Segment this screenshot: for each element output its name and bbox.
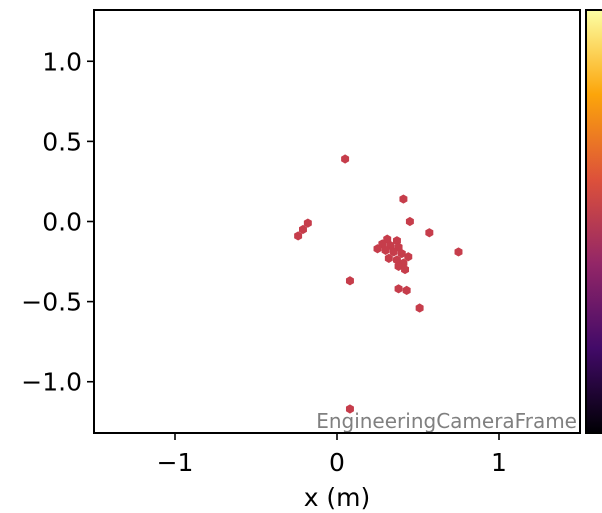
- data-point-7: [294, 231, 303, 241]
- data-point-27: [345, 404, 354, 414]
- data-point-14: [381, 245, 390, 255]
- data-point-23: [345, 276, 354, 286]
- data-point-6: [299, 224, 307, 235]
- data-point-15: [389, 247, 398, 257]
- data-point-26: [415, 303, 424, 313]
- x-tick-label-1: 0: [329, 448, 345, 477]
- plot-background: [94, 10, 580, 433]
- data-point-17: [404, 252, 413, 262]
- y-axis: 1.0 0.5 0.0 −0.5 −1.0: [21, 47, 94, 397]
- points-layer: [294, 154, 463, 414]
- data-point-13: [373, 244, 382, 254]
- x-tick-label-2: 1: [491, 448, 507, 477]
- data-point-21: [394, 261, 403, 271]
- data-point-2: [405, 216, 414, 227]
- data-point-0: [341, 154, 350, 164]
- data-point-22: [401, 264, 410, 275]
- colorbar: [585, 9, 602, 434]
- data-point-3: [425, 228, 434, 238]
- data-point-18: [384, 253, 393, 263]
- y-tick-label-2: 0.0: [42, 208, 82, 237]
- x-axis-label: x (m): [304, 483, 371, 512]
- y-tick-label-1: 0.5: [42, 127, 82, 156]
- data-point-5: [303, 218, 312, 228]
- data-point-1: [399, 194, 408, 204]
- data-point-4: [454, 247, 463, 257]
- data-point-16: [397, 248, 406, 259]
- x-axis: −1 0 1: [157, 433, 507, 477]
- data-point-24: [394, 284, 403, 294]
- data-point-25: [402, 285, 411, 295]
- y-tick-label-3: −0.5: [21, 288, 82, 317]
- y-tick-label-4: −1.0: [21, 368, 82, 397]
- x-tick-label-0: −1: [157, 448, 194, 477]
- frame-annotation: EngineeringCameraFrame: [316, 409, 577, 433]
- y-tick-label-0: 1.0: [42, 47, 82, 76]
